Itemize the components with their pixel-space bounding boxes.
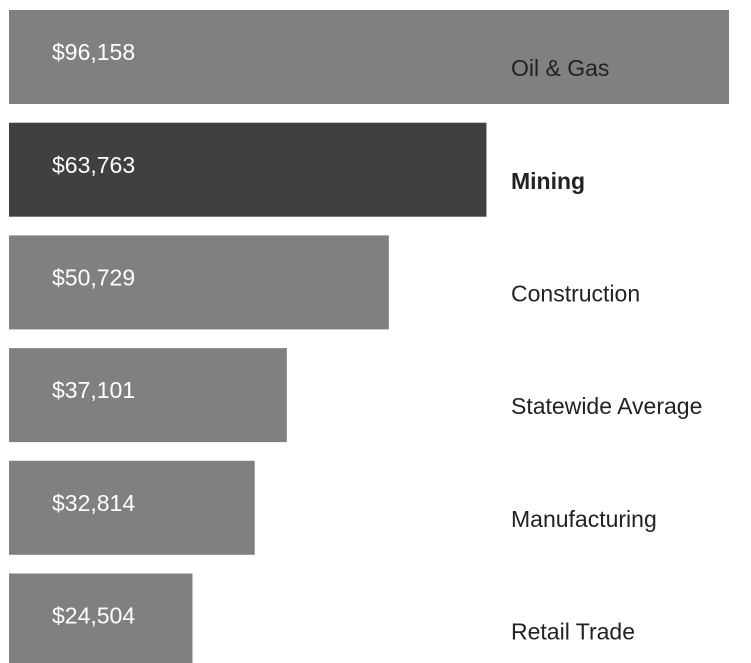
value-label: $96,158 [52,39,135,65]
bar [9,122,487,217]
value-label: $50,729 [52,264,135,290]
bar [9,10,729,104]
category-label: Statewide Average [511,393,702,419]
bar [9,348,287,443]
value-label: $37,101 [52,377,135,403]
bar [9,573,193,663]
category-label: Retail Trade [511,619,635,645]
value-label: $24,504 [52,603,135,629]
value-label: $63,763 [52,152,135,178]
value-label: $32,814 [52,490,135,516]
category-label: Manufacturing [511,506,657,532]
bar [9,460,255,555]
category-label: Construction [511,280,640,306]
category-label: Oil & Gas [511,55,609,81]
category-label: Mining [511,168,585,194]
bar [9,235,389,330]
